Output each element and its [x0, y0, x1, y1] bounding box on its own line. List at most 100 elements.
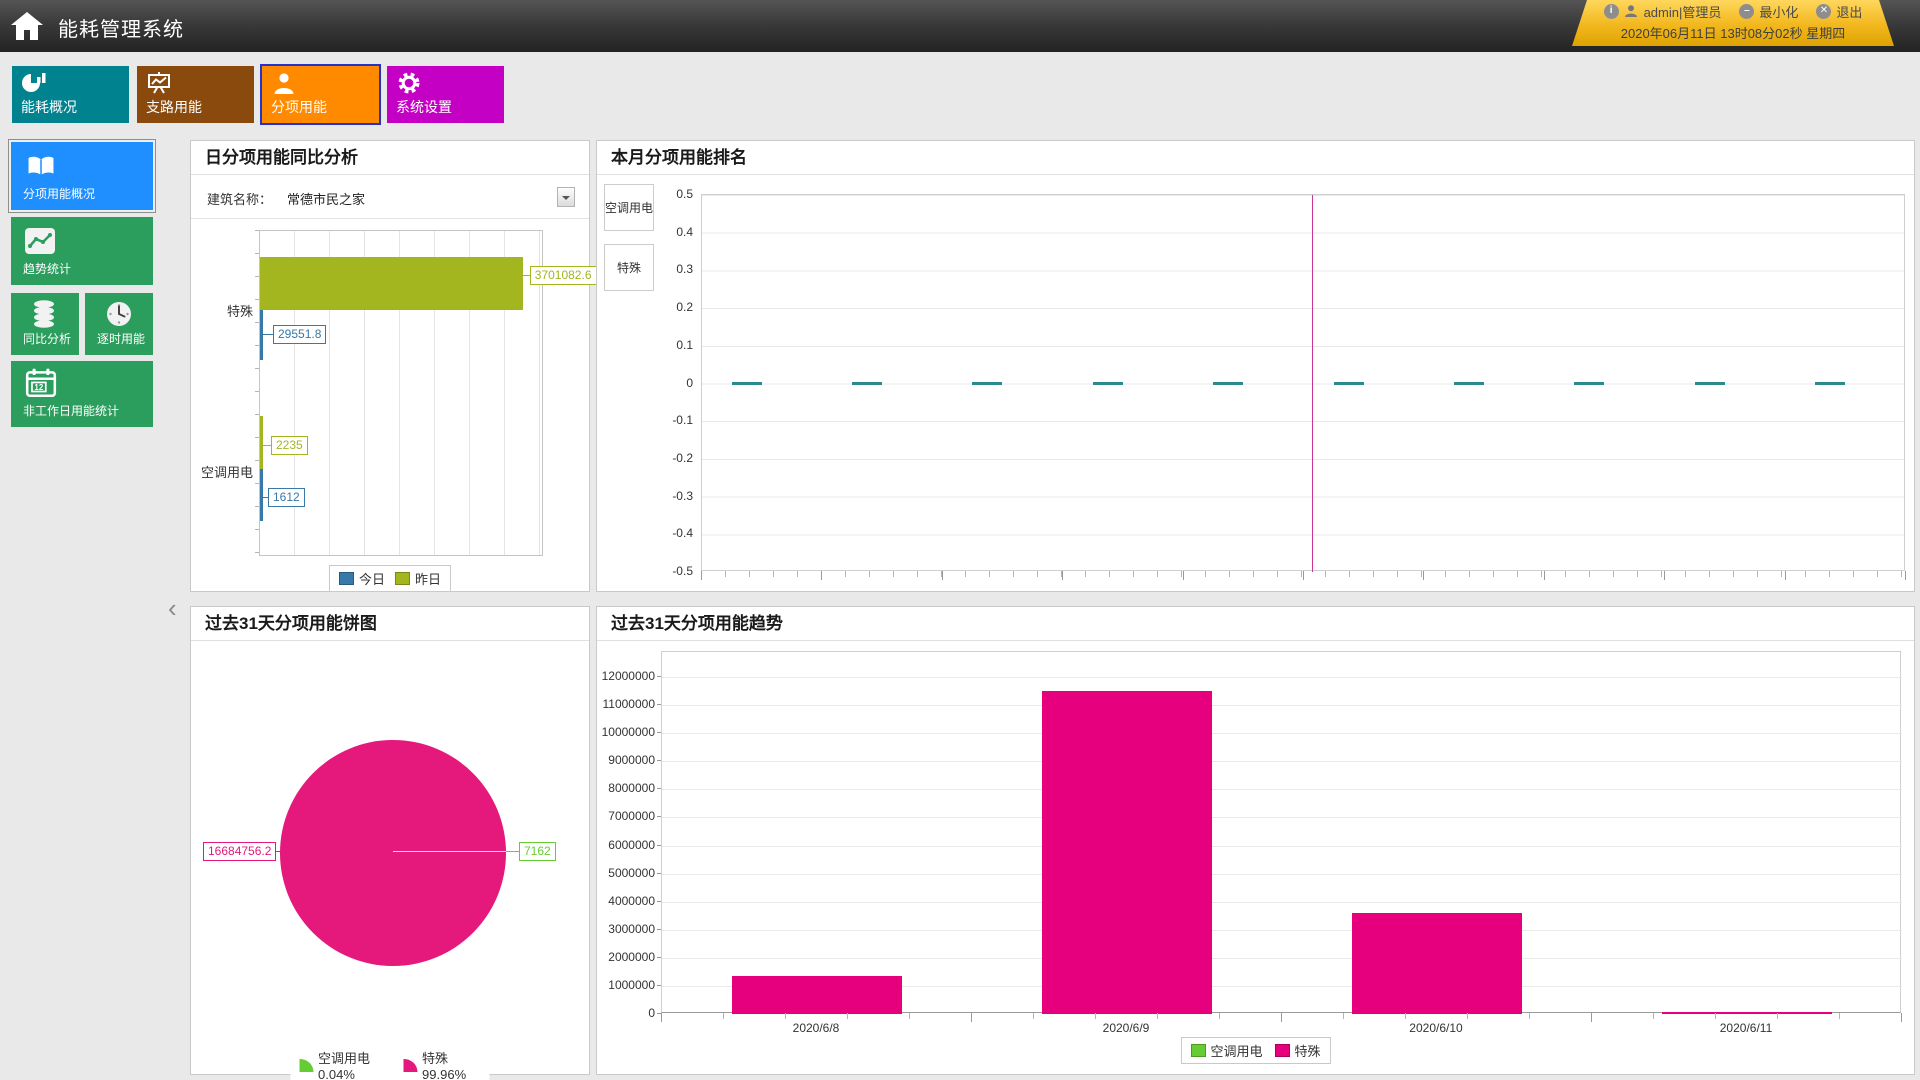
category-label: 特殊 [226, 304, 253, 319]
value-label: 29551.8 [273, 325, 327, 344]
y-axis-tick [657, 956, 661, 958]
y-tick-label: 4000000 [608, 893, 655, 908]
close-icon[interactable]: ✕ [1816, 4, 1831, 19]
legend-item: 特殊 [1274, 1041, 1321, 1060]
x-major-tick [1901, 1013, 1902, 1022]
y-tick-label: 3000000 [608, 921, 655, 936]
x-tick-label: 2020/6/10 [1409, 1021, 1463, 1035]
sidebar-item-trend-stats[interactable]: 趋势统计 [11, 217, 153, 285]
h-gridline [662, 929, 1902, 931]
h-gridline [662, 677, 1902, 678]
tab-system-settings[interactable]: 系统设置 [387, 66, 504, 123]
pie-leader-line-inner [393, 851, 506, 852]
leader-line [260, 334, 273, 335]
bar-昨日 [260, 257, 523, 310]
legend-label: 空调用电 [1210, 1044, 1263, 1059]
zero-value-mark [972, 381, 1003, 385]
calendar-icon: 12 [24, 367, 58, 404]
app-title: 能耗管理系统 [58, 19, 184, 41]
panel-title: 日分项用能同比分析 [191, 141, 589, 175]
y-tick-label: 12000000 [601, 669, 655, 683]
series-button-ac-power[interactable]: 空调用电 [604, 184, 654, 231]
legend-item: 今日 [338, 569, 385, 588]
legend-swatch [299, 1058, 314, 1072]
minimize-button[interactable]: 最小化 [1759, 4, 1799, 20]
sidebar-item-hourly-energy[interactable]: 逐时用能 [85, 293, 153, 355]
y-tick-label: 9000000 [608, 753, 655, 768]
panel-monthly-ranking: 本月分项用能排名 空调用电 特殊 0.5 0.4 0.3 0.2 0.1 0 -0.1 -0.… [596, 140, 1915, 592]
legend-item: 空调用电 [1190, 1041, 1263, 1060]
y-axis-tick [657, 732, 661, 734]
y-axis-tick [657, 872, 661, 874]
sidebar-item-label: 趋势统计 [23, 262, 72, 276]
user-badge: i admin|管理员 – 最小化 ✕ 退出 2020年06月11日 13时08… [1572, 0, 1894, 46]
zero-value-mark [1213, 381, 1244, 385]
tab-energy-overview[interactable]: 能耗概况 [12, 66, 129, 123]
legend: 空调用电 0.04% 特殊 99.96% [290, 1045, 490, 1080]
y-tick-label: 6000000 [608, 837, 655, 852]
category-label: 空调用电 [200, 465, 253, 480]
user-name[interactable]: admin|管理员 [1643, 4, 1722, 20]
x-tick-label: 2020/6/11 [1719, 1021, 1773, 1035]
building-value: 常德市民之家 [287, 192, 366, 207]
x-axis-ticks [701, 571, 1906, 580]
y-tick-label: 0 [686, 375, 693, 390]
zero-value-mark [1453, 381, 1484, 385]
pie-value-label-ac: 7162 [519, 842, 556, 861]
building-dropdown-button[interactable] [557, 187, 575, 207]
x-major-tick [941, 571, 943, 580]
zero-value-mark [731, 381, 762, 385]
bar-特殊 [1042, 691, 1212, 1014]
book-icon [24, 152, 58, 183]
x-major-tick [1423, 571, 1425, 580]
building-label: 建筑名称： [207, 192, 273, 207]
bar-特殊 [1352, 912, 1522, 1014]
sidebar-item-itemized-overview[interactable]: 分项用能概况 [11, 142, 153, 210]
y-axis-tick [657, 900, 661, 902]
trend-31d-chart: 0 1000000 2000000 3000000 4000000 5000000 6000… [597, 641, 1914, 1074]
value-label: 1612 [268, 488, 305, 507]
calendar-number: 12 [34, 383, 43, 392]
tab-branch-energy[interactable]: 支路用能 [137, 66, 254, 123]
h-gridline [662, 789, 1902, 791]
pie-circle [280, 740, 506, 966]
trend-plot-area [661, 651, 1902, 1014]
value-label: 2235 [271, 436, 308, 455]
tab-label: 支路用能 [146, 99, 202, 115]
tab-itemized-energy[interactable]: 分项用能 [262, 66, 379, 123]
x-major-tick [1905, 571, 1906, 580]
sidebar-item-nonworkday-stats[interactable]: 12 非工作日用能统计 [11, 361, 153, 427]
sidebar-item-label: 分项用能概况 [23, 187, 96, 201]
legend-swatch [1274, 1044, 1290, 1057]
panel-pie-31d: 过去31天分项用能饼图 16684756.2 7162 空调用电 0.04% 特殊 9… [190, 606, 590, 1080]
bar-特殊 [732, 976, 902, 1014]
h-gridline [662, 845, 1902, 847]
y-tick-label: 2000000 [608, 949, 655, 964]
clock-icon [105, 300, 133, 333]
panel-title: 过去31天分项用能趋势 [597, 607, 1914, 641]
y-tick-label: 0.2 [676, 300, 693, 315]
bar-今日 [260, 469, 263, 521]
h-gridline [662, 985, 1902, 987]
minimize-icon[interactable]: – [1739, 4, 1754, 19]
y-axis-tick [657, 704, 661, 706]
sidebar-item-label: 非工作日用能统计 [23, 404, 120, 418]
series-button-special[interactable]: 特殊 [604, 244, 654, 291]
zero-value-mark [1333, 381, 1364, 385]
legend-swatch [403, 1058, 418, 1072]
legend-label: 特殊 99.96% [422, 1051, 467, 1080]
bar-今日 [260, 310, 263, 360]
collapse-sidebar-chevron[interactable]: ‹ [168, 593, 177, 623]
y-tick-label: 0.5 [676, 187, 693, 201]
sidebar-item-yoy-analysis[interactable]: 同比分析 [11, 293, 79, 355]
x-major-tick [971, 1013, 972, 1022]
zero-value-mark [1574, 381, 1605, 385]
legend-swatch [338, 572, 354, 585]
x-major-tick [1281, 1013, 1282, 1022]
logout-button[interactable]: 退出 [1836, 4, 1863, 20]
home-icon[interactable] [10, 11, 44, 41]
legend-swatch [1190, 1044, 1206, 1057]
y-axis-ticks [255, 230, 259, 556]
gear-icon [396, 71, 422, 100]
info-icon[interactable]: i [1604, 4, 1619, 19]
